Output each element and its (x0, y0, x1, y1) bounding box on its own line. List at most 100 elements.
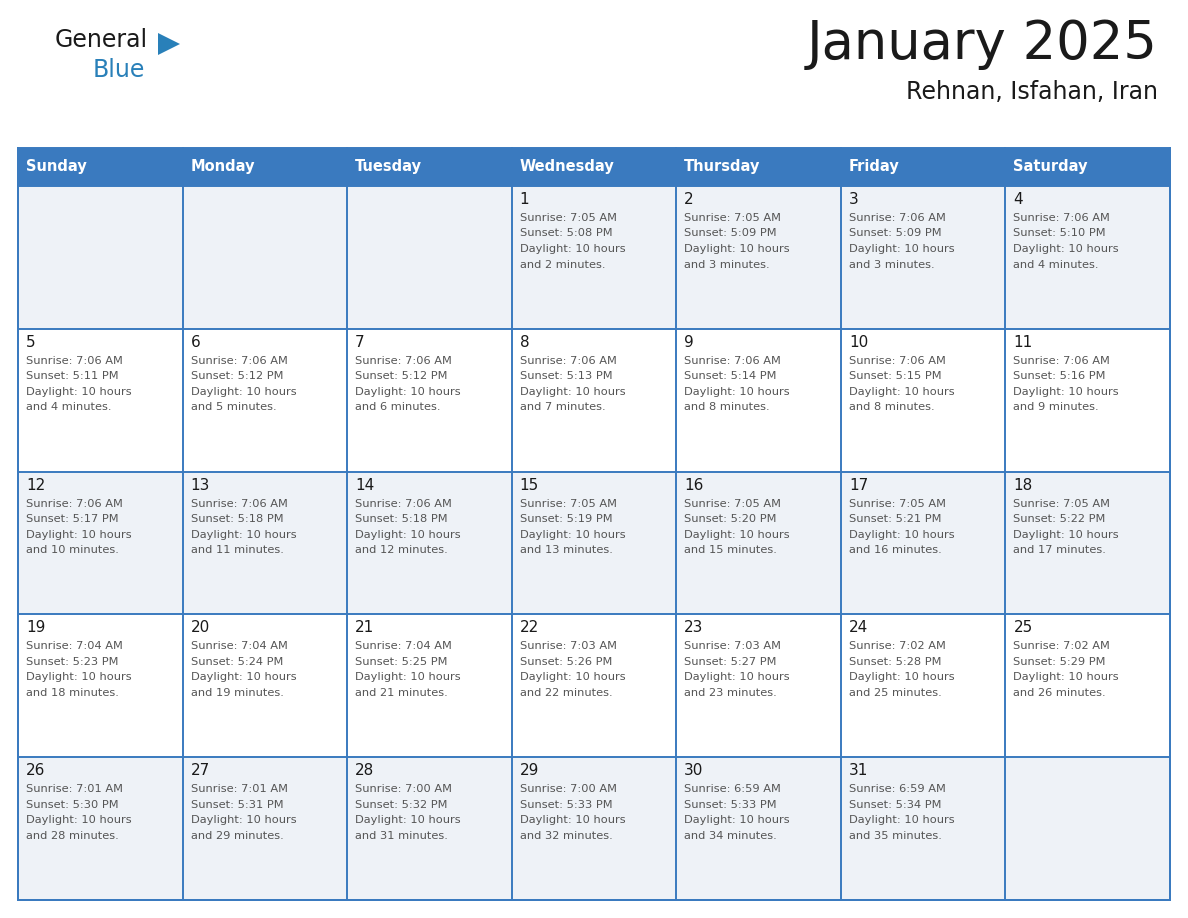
Bar (512, 186, 676, 329)
Text: 21: 21 (355, 621, 374, 635)
Text: Sunset: 5:33 PM: Sunset: 5:33 PM (684, 800, 777, 810)
Text: 10: 10 (849, 335, 868, 350)
Text: Sunset: 5:20 PM: Sunset: 5:20 PM (684, 514, 777, 524)
Text: Sunset: 5:13 PM: Sunset: 5:13 PM (519, 371, 612, 381)
Text: Sunrise: 7:06 AM: Sunrise: 7:06 AM (849, 213, 946, 223)
Text: Blue: Blue (93, 58, 145, 82)
Text: Sunday: Sunday (26, 160, 87, 174)
Text: Saturday: Saturday (1013, 160, 1088, 174)
Text: Daylight: 10 hours: Daylight: 10 hours (1013, 530, 1119, 540)
Bar (18, 472, 183, 614)
Text: Sunrise: 7:06 AM: Sunrise: 7:06 AM (355, 498, 451, 509)
Text: Sunrise: 7:05 AM: Sunrise: 7:05 AM (849, 498, 946, 509)
Text: and 34 minutes.: and 34 minutes. (684, 831, 777, 841)
Text: Sunset: 5:10 PM: Sunset: 5:10 PM (1013, 229, 1106, 239)
Text: 7: 7 (355, 335, 365, 350)
Text: Sunrise: 7:05 AM: Sunrise: 7:05 AM (684, 498, 782, 509)
Bar (1005, 148, 1170, 186)
Text: 4: 4 (1013, 192, 1023, 207)
Text: and 21 minutes.: and 21 minutes. (355, 688, 448, 698)
Text: Daylight: 10 hours: Daylight: 10 hours (519, 244, 625, 254)
Text: 6: 6 (190, 335, 201, 350)
Text: Sunset: 5:24 PM: Sunset: 5:24 PM (190, 657, 283, 666)
Bar (841, 186, 1005, 329)
Bar (512, 329, 676, 472)
Text: Sunrise: 7:06 AM: Sunrise: 7:06 AM (26, 356, 122, 365)
Text: and 16 minutes.: and 16 minutes. (849, 545, 942, 555)
Text: and 31 minutes.: and 31 minutes. (355, 831, 448, 841)
Text: Daylight: 10 hours: Daylight: 10 hours (355, 530, 461, 540)
Text: Sunset: 5:28 PM: Sunset: 5:28 PM (849, 657, 941, 666)
Text: 12: 12 (26, 477, 45, 493)
Bar (841, 148, 1005, 186)
Text: Sunrise: 7:03 AM: Sunrise: 7:03 AM (519, 642, 617, 652)
Text: Friday: Friday (849, 160, 899, 174)
Text: Daylight: 10 hours: Daylight: 10 hours (684, 815, 790, 825)
Text: Sunrise: 7:05 AM: Sunrise: 7:05 AM (1013, 498, 1111, 509)
Text: 22: 22 (519, 621, 539, 635)
Text: Sunrise: 6:59 AM: Sunrise: 6:59 AM (684, 784, 782, 794)
Bar (183, 472, 347, 614)
Text: Thursday: Thursday (684, 160, 760, 174)
Text: Sunset: 5:22 PM: Sunset: 5:22 PM (1013, 514, 1106, 524)
Text: Daylight: 10 hours: Daylight: 10 hours (684, 672, 790, 682)
Text: Sunrise: 7:01 AM: Sunrise: 7:01 AM (26, 784, 124, 794)
Bar (676, 329, 841, 472)
Text: and 32 minutes.: and 32 minutes. (519, 831, 613, 841)
Text: and 2 minutes.: and 2 minutes. (519, 260, 605, 270)
Text: Daylight: 10 hours: Daylight: 10 hours (849, 530, 954, 540)
Text: General: General (55, 28, 148, 52)
Text: Daylight: 10 hours: Daylight: 10 hours (849, 386, 954, 397)
Text: 19: 19 (26, 621, 45, 635)
Text: and 3 minutes.: and 3 minutes. (849, 260, 935, 270)
Text: Sunrise: 7:04 AM: Sunrise: 7:04 AM (355, 642, 451, 652)
Text: and 26 minutes.: and 26 minutes. (1013, 688, 1106, 698)
Text: 1: 1 (519, 192, 530, 207)
Text: and 18 minutes.: and 18 minutes. (26, 688, 119, 698)
Text: and 22 minutes.: and 22 minutes. (519, 688, 612, 698)
Bar (18, 329, 183, 472)
Text: and 10 minutes.: and 10 minutes. (26, 545, 119, 555)
Text: Sunrise: 7:01 AM: Sunrise: 7:01 AM (190, 784, 287, 794)
Text: 8: 8 (519, 335, 530, 350)
Bar (347, 148, 512, 186)
Text: Daylight: 10 hours: Daylight: 10 hours (190, 386, 296, 397)
Text: and 35 minutes.: and 35 minutes. (849, 831, 942, 841)
Bar (676, 148, 841, 186)
Bar (841, 757, 1005, 900)
Text: Daylight: 10 hours: Daylight: 10 hours (26, 815, 132, 825)
Bar (347, 472, 512, 614)
Text: Sunset: 5:18 PM: Sunset: 5:18 PM (355, 514, 448, 524)
Text: Daylight: 10 hours: Daylight: 10 hours (849, 672, 954, 682)
Bar (18, 148, 183, 186)
Text: Sunset: 5:12 PM: Sunset: 5:12 PM (355, 371, 448, 381)
Text: Sunset: 5:33 PM: Sunset: 5:33 PM (519, 800, 612, 810)
Text: and 28 minutes.: and 28 minutes. (26, 831, 119, 841)
Text: and 11 minutes.: and 11 minutes. (190, 545, 284, 555)
Text: and 4 minutes.: and 4 minutes. (26, 402, 112, 412)
Text: Sunrise: 7:00 AM: Sunrise: 7:00 AM (355, 784, 453, 794)
Text: and 4 minutes.: and 4 minutes. (1013, 260, 1099, 270)
Text: Sunset: 5:30 PM: Sunset: 5:30 PM (26, 800, 119, 810)
Text: and 25 minutes.: and 25 minutes. (849, 688, 942, 698)
Text: Sunrise: 7:05 AM: Sunrise: 7:05 AM (519, 498, 617, 509)
Text: 5: 5 (26, 335, 36, 350)
Text: Sunrise: 7:06 AM: Sunrise: 7:06 AM (26, 498, 122, 509)
Text: Daylight: 10 hours: Daylight: 10 hours (849, 244, 954, 254)
Text: 23: 23 (684, 621, 703, 635)
Text: Sunset: 5:09 PM: Sunset: 5:09 PM (684, 229, 777, 239)
Text: Sunrise: 7:04 AM: Sunrise: 7:04 AM (190, 642, 287, 652)
Text: Daylight: 10 hours: Daylight: 10 hours (355, 386, 461, 397)
Text: January 2025: January 2025 (807, 18, 1158, 70)
Bar (676, 614, 841, 757)
Text: and 23 minutes.: and 23 minutes. (684, 688, 777, 698)
Text: and 19 minutes.: and 19 minutes. (190, 688, 284, 698)
Bar (841, 614, 1005, 757)
Text: Wednesday: Wednesday (519, 160, 614, 174)
Text: Sunrise: 7:06 AM: Sunrise: 7:06 AM (190, 498, 287, 509)
Text: Sunset: 5:23 PM: Sunset: 5:23 PM (26, 657, 119, 666)
Text: Sunrise: 7:06 AM: Sunrise: 7:06 AM (684, 356, 782, 365)
Text: Sunset: 5:09 PM: Sunset: 5:09 PM (849, 229, 941, 239)
Text: 3: 3 (849, 192, 859, 207)
Bar (183, 614, 347, 757)
